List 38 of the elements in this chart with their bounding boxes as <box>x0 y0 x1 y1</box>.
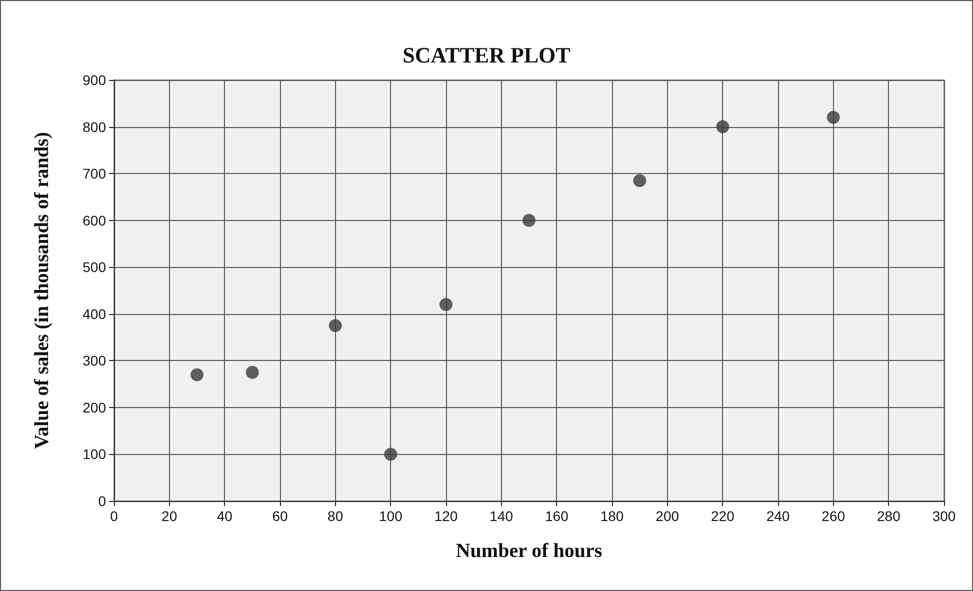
x-tick-label: 40 <box>216 508 233 524</box>
y-tick-label: 800 <box>82 118 106 135</box>
y-tick-label: 500 <box>82 259 106 276</box>
x-tick-label: 300 <box>932 508 956 524</box>
x-tick-label: 220 <box>710 508 735 524</box>
point <box>522 214 536 227</box>
point <box>246 366 259 379</box>
y-tick-label: 600 <box>82 212 106 228</box>
x-tick-label: 80 <box>328 508 344 524</box>
x-tick-label: 200 <box>656 508 680 524</box>
y-tick-label: 200 <box>82 399 106 416</box>
y-tick-label: 300 <box>82 352 106 369</box>
x-tick-label: 180 <box>600 508 624 524</box>
point <box>633 174 646 188</box>
y-axis-title: Value of sales (in thousands of rands) <box>31 132 53 450</box>
point <box>384 448 398 461</box>
y-tick-label: 700 <box>82 166 106 182</box>
x-tick-label: 140 <box>490 508 514 524</box>
point <box>826 110 840 124</box>
x-tick-label: 120 <box>434 508 458 524</box>
x-axis-title: Number of hours <box>456 540 602 562</box>
point <box>190 368 204 382</box>
x-tick-label: 280 <box>876 508 901 524</box>
x-tick-label: 0 <box>110 508 118 524</box>
x-tick-label: 260 <box>822 508 846 524</box>
chart-title: SCATTER PLOT <box>402 42 571 68</box>
x-tick-label: 60 <box>272 508 288 524</box>
point <box>440 298 452 312</box>
x-tick-label: 100 <box>378 508 403 524</box>
y-tick-label: 900 <box>82 72 106 88</box>
point <box>328 319 342 332</box>
x-tick-label: 160 <box>544 508 569 524</box>
y-tick-label: 100 <box>82 446 106 462</box>
x-tick-label: 20 <box>162 508 178 524</box>
point <box>716 120 730 134</box>
x-tick-label: 240 <box>766 508 790 524</box>
y-tick-label: 400 <box>82 306 106 322</box>
y-tick-label: 0 <box>98 493 106 509</box>
